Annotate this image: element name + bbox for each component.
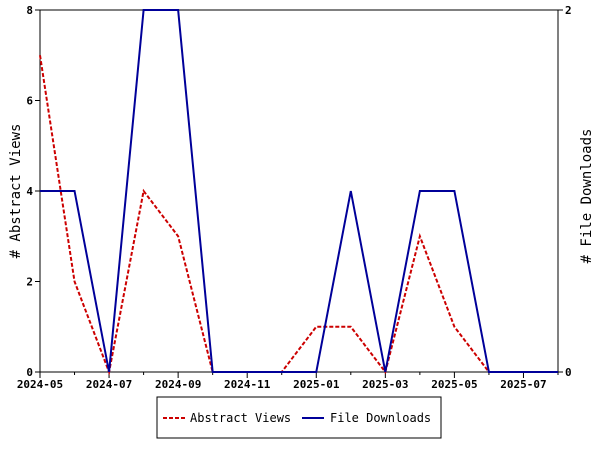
series-line-abstract-views bbox=[39, 55, 558, 376]
left-tick-label: 8 bbox=[26, 4, 33, 17]
x-tick-label: 2025-01 bbox=[293, 378, 340, 391]
right-axis-title: # File Downloads bbox=[579, 129, 595, 264]
right-tick-label: 2 bbox=[565, 4, 572, 17]
left-y-axis: 0 2 4 6 8 bbox=[26, 4, 40, 379]
x-tick-label: 2024-07 bbox=[86, 378, 132, 391]
plot-area bbox=[39, 9, 559, 373]
legend-label-file-downloads: File Downloads bbox=[330, 411, 431, 425]
left-tick-label: 6 bbox=[26, 95, 33, 108]
x-tick-label: 2025-03 bbox=[362, 378, 408, 391]
series-line-file-downloads bbox=[40, 9, 558, 373]
right-y-axis: 02 bbox=[558, 4, 572, 379]
x-tick-label: 2024-09 bbox=[155, 378, 201, 391]
legend-label-abstract-views: Abstract Views bbox=[190, 411, 291, 425]
series-layer bbox=[39, 9, 558, 376]
left-tick-label: 2 bbox=[26, 276, 33, 289]
left-tick-label: 0 bbox=[26, 366, 33, 379]
left-tick-label: 4 bbox=[26, 185, 33, 198]
left-axis-title: # Abstract Views bbox=[8, 124, 24, 259]
legend: Abstract Views File Downloads bbox=[156, 396, 442, 439]
x-axis: 2024-05 2024-07 2024-09 2024-11 2025-01 2025-… bbox=[17, 372, 559, 391]
x-tick-label: 2024-11 bbox=[224, 378, 271, 391]
right-tick-label: 0 bbox=[565, 366, 572, 379]
legend-box bbox=[156, 396, 442, 439]
x-tick-label: 2025-07 bbox=[500, 378, 546, 391]
x-tick-label: 2024-05 bbox=[17, 378, 63, 391]
x-tick-label: 2025-05 bbox=[431, 378, 477, 391]
